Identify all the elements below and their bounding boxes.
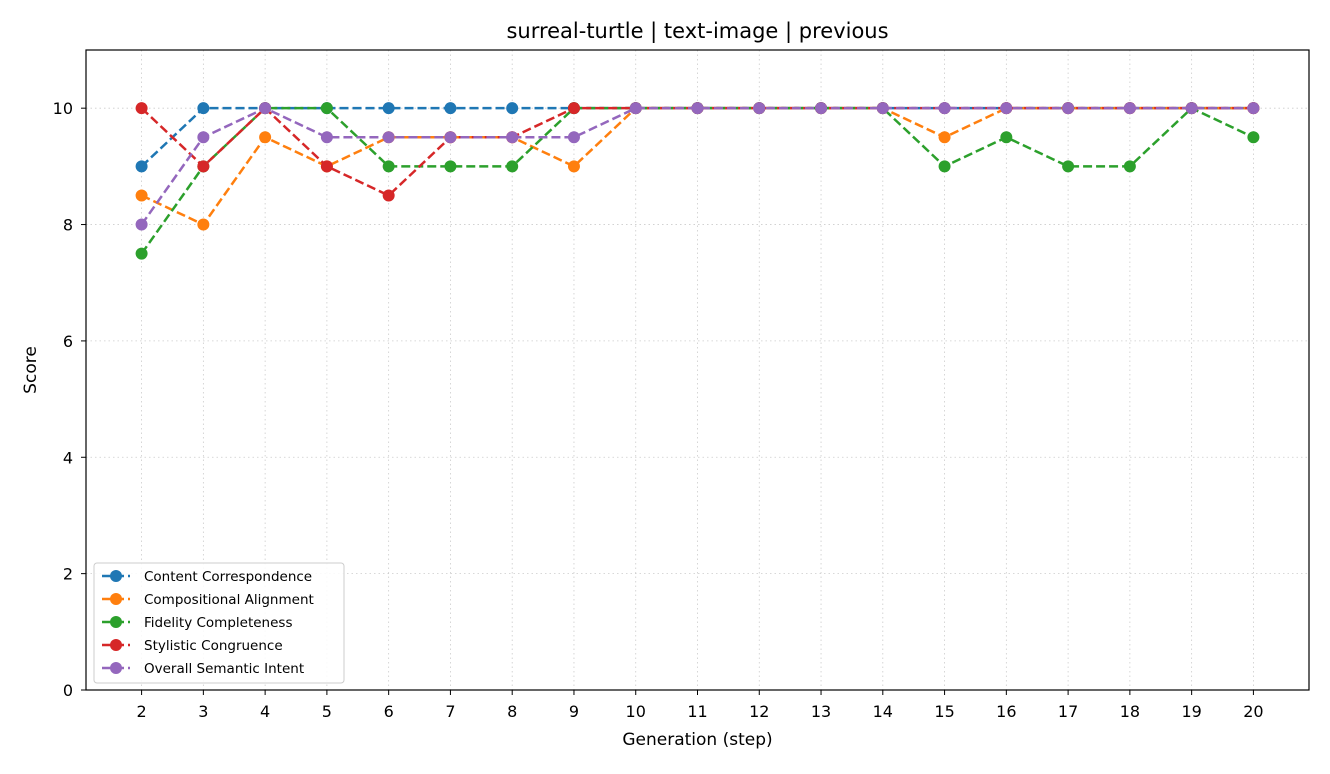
data-point — [382, 160, 395, 173]
data-point — [1062, 160, 1075, 173]
y-tick-label: 2 — [63, 565, 73, 584]
series-group — [135, 102, 1260, 202]
x-tick-label: 20 — [1243, 702, 1263, 721]
x-tick-label: 9 — [569, 702, 579, 721]
data-point — [938, 131, 951, 144]
data-point — [197, 160, 210, 173]
series-group — [135, 102, 1260, 231]
data-point — [629, 102, 642, 115]
legend-marker — [110, 639, 122, 651]
data-point — [938, 102, 951, 115]
legend-label: Fidelity Completeness — [144, 615, 292, 631]
data-point — [1062, 102, 1075, 115]
y-tick-label: 0 — [63, 681, 73, 700]
data-point — [1000, 131, 1013, 144]
legend-item: Overall Semantic Intent — [102, 661, 304, 677]
data-point — [506, 160, 519, 173]
data-point — [444, 160, 457, 173]
x-tick-label: 4 — [260, 702, 270, 721]
legend-marker — [110, 593, 122, 605]
x-axis-label: Generation (step) — [622, 730, 772, 750]
data-point — [135, 218, 148, 231]
x-tick-label: 7 — [445, 702, 455, 721]
legend-label: Compositional Alignment — [144, 592, 314, 608]
data-point — [691, 102, 704, 115]
series-layer — [135, 102, 1260, 260]
x-tick-label: 19 — [1181, 702, 1201, 721]
data-point — [135, 102, 148, 115]
data-point — [135, 160, 148, 173]
data-point — [1123, 160, 1136, 173]
data-point — [1247, 102, 1260, 115]
data-point — [567, 102, 580, 115]
data-point — [382, 131, 395, 144]
chart-title: surreal-turtle | text-image | previous — [506, 19, 888, 44]
legend-label: Stylistic Congruence — [144, 638, 283, 654]
data-point — [382, 102, 395, 115]
data-point — [1123, 102, 1136, 115]
y-tick-label: 8 — [63, 216, 73, 235]
x-tick-label: 17 — [1058, 702, 1078, 721]
data-point — [135, 189, 148, 202]
data-point — [506, 102, 519, 115]
x-tick-label: 11 — [687, 702, 707, 721]
x-tick-label: 6 — [384, 702, 394, 721]
data-point — [506, 131, 519, 144]
data-point — [197, 131, 210, 144]
data-point — [444, 131, 457, 144]
data-point — [259, 131, 272, 144]
data-point — [197, 102, 210, 115]
legend-marker — [110, 616, 122, 628]
y-tick-label: 6 — [63, 332, 73, 351]
legend-marker — [110, 662, 122, 674]
legend: Content Correspondence Compositional Alig… — [93, 562, 345, 684]
data-point — [876, 102, 889, 115]
legend-item: Fidelity Completeness — [102, 615, 292, 631]
x-tick-label: 2 — [136, 702, 146, 721]
data-point — [444, 102, 457, 115]
data-point — [1185, 102, 1198, 115]
y-axis-label: Score — [21, 346, 41, 394]
data-point — [135, 247, 148, 260]
x-tick-label: 13 — [811, 702, 831, 721]
data-point — [320, 102, 333, 115]
data-point — [753, 102, 766, 115]
legend-label: Content Correspondence — [144, 569, 312, 585]
axis-layer: 2 3 4 5 6 7 8 9 10 11 12 13 14 15 16 17 18 19 20 0 2 4 6 8 10 — [53, 99, 1264, 721]
legend-label: Overall Semantic Intent — [144, 661, 304, 677]
x-tick-label: 18 — [1120, 702, 1140, 721]
data-point — [567, 160, 580, 173]
data-point — [1000, 102, 1013, 115]
x-tick-label: 3 — [198, 702, 208, 721]
data-point — [815, 102, 828, 115]
data-point — [320, 131, 333, 144]
data-point — [1247, 131, 1260, 144]
y-tick-label: 10 — [53, 99, 73, 118]
x-tick-label: 14 — [873, 702, 893, 721]
data-point — [382, 189, 395, 202]
data-point — [938, 160, 951, 173]
data-point — [320, 160, 333, 173]
x-tick-label: 15 — [934, 702, 954, 721]
series-line — [140, 106, 1254, 197]
legend-frame — [93, 562, 345, 684]
x-tick-label: 8 — [507, 702, 517, 721]
data-point — [197, 218, 210, 231]
x-tick-label: 12 — [749, 702, 769, 721]
x-tick-label: 10 — [626, 702, 646, 721]
legend-item: Stylistic Congruence — [102, 638, 283, 654]
y-tick-label: 4 — [63, 448, 73, 467]
legend-item: Compositional Alignment — [102, 592, 314, 608]
data-point — [259, 102, 272, 115]
x-tick-label: 16 — [996, 702, 1016, 721]
legend-marker — [110, 570, 122, 582]
legend-item: Content Correspondence — [102, 569, 312, 585]
data-point — [567, 131, 580, 144]
x-tick-label: 5 — [322, 702, 332, 721]
